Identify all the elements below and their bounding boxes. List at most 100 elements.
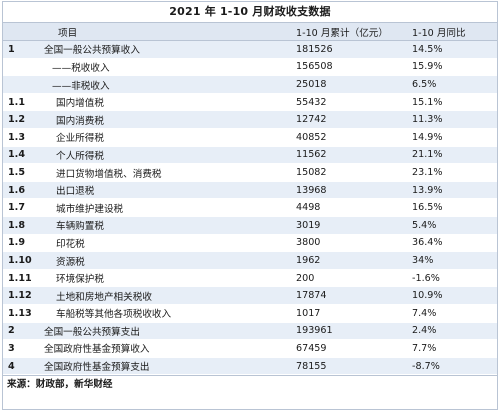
row-value: 193961	[296, 322, 412, 341]
row-item: 车船税等其他各项税收收入	[38, 304, 296, 323]
table-row: 1.9 印花税 3800 36.4%	[3, 234, 497, 253]
row-yoy: 5.4%	[412, 216, 497, 235]
table-row: ——非税收入 25018 6.5%	[3, 75, 497, 94]
row-item: 个人所得税	[38, 146, 296, 165]
table-header-row: 项目 1-10 月累计（亿元） 1-10 月同比	[3, 23, 497, 42]
row-value: 11562	[296, 146, 412, 165]
row-number: 3	[3, 339, 38, 358]
row-yoy: 14.5%	[412, 40, 497, 59]
table-row: 1.10 资源税 1962 34%	[3, 251, 497, 270]
row-number: 1.7	[3, 198, 38, 218]
row-item: 出口退税	[38, 181, 296, 200]
row-item: 进口货物增值税、消费税	[38, 163, 296, 182]
row-item: 资源税	[38, 251, 296, 270]
table-row: 1.1 国内增值税 55432 15.1%	[3, 93, 497, 112]
row-yoy: -1.6%	[412, 269, 497, 288]
table-row: 1.8 车辆购置税 3019 5.4%	[3, 216, 497, 235]
row-yoy: -8.7%	[412, 357, 497, 376]
table-row: 2 全国一般公共预算支出 193961 2.4%	[3, 322, 497, 341]
row-number: 1.1	[3, 93, 38, 112]
row-number: 1.3	[3, 128, 38, 147]
row-value: 181526	[296, 40, 412, 59]
header-no	[3, 23, 38, 42]
table-row: 1.12 土地和房地产相关税收 17874 10.9%	[3, 286, 497, 305]
row-yoy: 11.3%	[412, 110, 497, 130]
table-row: 1.5 进口货物增值税、消费税 15082 23.1%	[3, 163, 497, 182]
row-number: 1.12	[3, 286, 38, 305]
row-yoy: 7.4%	[412, 304, 497, 323]
row-value: 200	[296, 269, 412, 288]
row-value: 78155	[296, 357, 412, 376]
row-item: 车辆购置税	[38, 216, 296, 235]
row-number: 4	[3, 357, 38, 376]
row-yoy: 23.1%	[412, 163, 497, 182]
table-row: ——税收收入 156508 15.9%	[3, 58, 497, 77]
row-value: 1962	[296, 251, 412, 270]
row-value: 25018	[296, 75, 412, 94]
row-value: 3800	[296, 234, 412, 253]
row-yoy: 13.9%	[412, 181, 497, 200]
row-value: 3019	[296, 216, 412, 235]
row-value: 55432	[296, 93, 412, 112]
table-row: 1.3 企业所得税 40852 14.9%	[3, 128, 497, 147]
table-row: 1.13 车船税等其他各项税收收入 1017 7.4%	[3, 304, 497, 323]
fiscal-table: 项目 1-10 月累计（亿元） 1-10 月同比 1 全国一般公共预算收入 1815…	[3, 23, 497, 376]
row-yoy: 15.1%	[412, 93, 497, 112]
row-number	[3, 75, 38, 94]
row-yoy: 21.1%	[412, 146, 497, 165]
row-item: 城市维护建设税	[38, 198, 296, 218]
row-item: ——非税收入	[38, 75, 296, 94]
table-body: 1 全国一般公共预算收入 181526 14.5% ——税收收入 156508 15.9% —…	[3, 40, 497, 376]
row-item: 全国政府性基金预算支出	[38, 357, 296, 376]
row-number: 1.4	[3, 146, 38, 165]
row-item: 国内消费税	[38, 110, 296, 130]
row-value: 15082	[296, 163, 412, 182]
row-value: 156508	[296, 58, 412, 77]
table-row: 1.6 出口退税 13968 13.9%	[3, 181, 497, 200]
row-number: 1.13	[3, 304, 38, 323]
row-value: 13968	[296, 181, 412, 200]
row-value: 4498	[296, 198, 412, 218]
row-yoy: 36.4%	[412, 234, 497, 253]
row-value: 17874	[296, 286, 412, 305]
row-yoy: 6.5%	[412, 75, 497, 94]
row-number: 1	[3, 40, 38, 59]
table-row: 1 全国一般公共预算收入 181526 14.5%	[3, 40, 497, 59]
row-yoy: 7.7%	[412, 339, 497, 358]
row-item: 全国一般公共预算收入	[38, 40, 296, 59]
table-row: 1.2 国内消费税 12742 11.3%	[3, 110, 497, 130]
row-yoy: 10.9%	[412, 286, 497, 305]
table-title: 2021 年 1-10 月财政收支数据	[3, 2, 497, 23]
row-item: 企业所得税	[38, 128, 296, 147]
row-item: 全国政府性基金预算收入	[38, 339, 296, 358]
row-number: 1.5	[3, 163, 38, 182]
table-row: 1.4 个人所得税 11562 21.1%	[3, 146, 497, 165]
source-note: 来源：财政部，新华财经	[3, 375, 497, 395]
row-item: 国内增值税	[38, 93, 296, 112]
row-value: 40852	[296, 128, 412, 147]
table-row: 3 全国政府性基金预算收入 67459 7.7%	[3, 339, 497, 358]
row-number: 1.8	[3, 216, 38, 235]
header-item: 项目	[38, 23, 296, 42]
table-row: 4 全国政府性基金预算支出 78155 -8.7%	[3, 357, 497, 376]
row-number: 1.2	[3, 110, 38, 130]
row-number: 2	[3, 322, 38, 341]
row-value: 67459	[296, 339, 412, 358]
row-yoy: 14.9%	[412, 128, 497, 147]
row-item: 环境保护税	[38, 269, 296, 288]
row-number: 1.6	[3, 181, 38, 200]
row-number: 1.10	[3, 251, 38, 270]
row-number: 1.9	[3, 234, 38, 253]
row-item: 印花税	[38, 234, 296, 253]
row-item: 全国一般公共预算支出	[38, 322, 296, 341]
row-value: 1017	[296, 304, 412, 323]
table-row: 1.11 环境保护税 200 -1.6%	[3, 269, 497, 288]
row-yoy: 15.9%	[412, 58, 497, 77]
row-number: 1.11	[3, 269, 38, 288]
row-yoy: 34%	[412, 251, 497, 270]
header-value: 1-10 月累计（亿元）	[296, 23, 412, 42]
row-yoy: 16.5%	[412, 198, 497, 218]
row-yoy: 2.4%	[412, 322, 497, 341]
table-row: 1.7 城市维护建设税 4498 16.5%	[3, 198, 497, 218]
